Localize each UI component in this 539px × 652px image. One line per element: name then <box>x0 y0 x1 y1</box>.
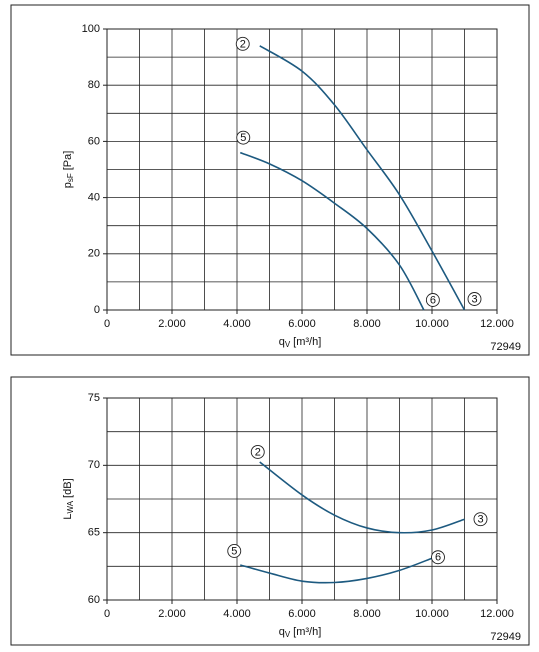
y-axis-label: LWA [dB] <box>62 478 75 519</box>
curve-badge <box>236 130 251 145</box>
curve-label: 5 <box>240 132 246 144</box>
x-tick-label: 0 <box>104 608 110 620</box>
y-tick-label: 65 <box>88 527 100 539</box>
y-axis-label-part: WA <box>66 500 75 513</box>
y-tick-label: 20 <box>88 248 100 260</box>
curve-badge <box>425 293 440 307</box>
y-axis-label: psF [Pa] <box>62 151 75 189</box>
curve-badge <box>227 544 242 558</box>
curve-label: 3 <box>471 293 477 305</box>
y-axis-label-part: p <box>62 182 74 188</box>
curve-label: 6 <box>435 552 441 564</box>
x-axis-label-part: q <box>279 336 285 348</box>
chart-code: 72949 <box>490 341 521 353</box>
x-tick-label: 12.000 <box>480 608 514 620</box>
curve-badge <box>431 550 445 565</box>
chart-frame <box>10 376 530 646</box>
x-axis-label-part: [m³/h] <box>293 626 321 638</box>
x-tick-label: 10.000 <box>415 318 449 330</box>
curve <box>240 557 433 584</box>
x-axis-label-part: [m³/h] <box>293 336 321 348</box>
chart-code: 72949 <box>490 631 521 643</box>
x-tick-label: 4.000 <box>223 318 251 330</box>
y-axis-label-part: L <box>62 514 74 520</box>
y-axis-label-part: sF <box>66 173 75 182</box>
curve <box>259 45 466 311</box>
x-axis-label: qV [m³/h] <box>279 626 322 639</box>
curve-badge <box>473 512 488 527</box>
x-tick-label: 8.000 <box>353 608 381 620</box>
chart-frame <box>10 4 530 356</box>
y-tick-label: 80 <box>88 79 100 91</box>
x-tick-label: 0 <box>104 318 110 330</box>
y-tick-label: 60 <box>88 135 100 147</box>
curve-label: 2 <box>240 38 246 50</box>
curve-label: 2 <box>255 446 261 458</box>
x-tick-label: 6.000 <box>288 608 316 620</box>
x-tick-label: 10.000 <box>415 608 449 620</box>
x-axis-label-part: q <box>279 626 285 638</box>
curve <box>259 461 465 534</box>
x-tick-label: 2.000 <box>158 318 186 330</box>
y-tick-label: 0 <box>94 304 100 316</box>
curve-label: 6 <box>430 294 436 306</box>
x-axis-label-part: V <box>285 630 291 639</box>
curve-badge <box>235 36 250 51</box>
y-tick-label: 100 <box>82 23 100 35</box>
y-tick-label: 40 <box>88 192 100 204</box>
curve-label: 5 <box>231 545 237 557</box>
x-axis-label: qV [m³/h] <box>279 336 322 349</box>
x-tick-label: 6.000 <box>288 318 316 330</box>
x-tick-label: 12.000 <box>480 318 514 330</box>
curve-label: 3 <box>477 514 483 526</box>
y-tick-label: 75 <box>88 392 100 404</box>
y-axis-label-part: [dB] <box>62 478 74 498</box>
y-tick-label: 70 <box>88 459 100 471</box>
x-tick-label: 8.000 <box>353 318 381 330</box>
y-axis-label-part: [Pa] <box>62 151 74 171</box>
x-axis-label-part: V <box>285 340 291 349</box>
curve <box>239 151 425 311</box>
x-tick-label: 2.000 <box>158 608 186 620</box>
y-tick-label: 60 <box>88 594 100 606</box>
curve-badge <box>467 292 482 306</box>
x-tick-label: 4.000 <box>223 608 251 620</box>
curve-badge <box>250 445 265 459</box>
